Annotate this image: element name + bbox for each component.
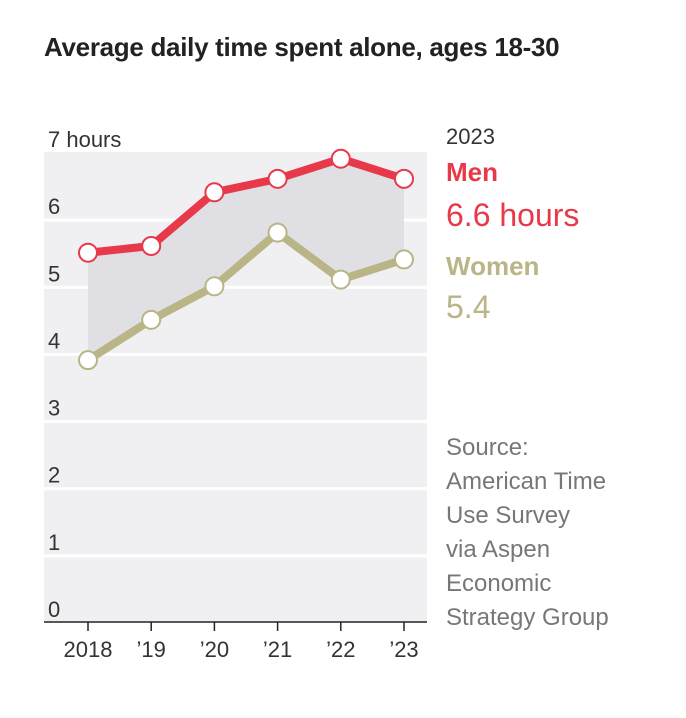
data-point-women <box>267 222 288 243</box>
x-tick-label: ’20 <box>200 637 229 662</box>
source-line: Strategy Group <box>446 604 609 631</box>
y-tick-label: 4 <box>48 328 60 353</box>
source-line: American Time <box>446 468 607 495</box>
source-line: via Aspen <box>446 536 551 563</box>
annotation-year: 2023 <box>446 124 495 149</box>
annotation-women-value: 5.4 <box>446 289 491 325</box>
source-line: Use Survey <box>446 502 571 529</box>
y-tick-label: 0 <box>48 597 60 622</box>
annotation-men-label: Men <box>446 157 498 187</box>
data-point-men <box>330 148 351 169</box>
series-points <box>78 148 414 371</box>
data-point-men <box>267 168 288 189</box>
data-point-women <box>394 249 414 270</box>
annotation-women-label: Women <box>446 251 540 281</box>
y-tick-label: 3 <box>48 396 60 421</box>
source-line: Source: <box>446 434 529 461</box>
y-axis-tick-labels: 0 1 2 3 4 5 6 7 hours <box>48 127 121 622</box>
x-tick-label: 2018 <box>64 637 113 662</box>
source-note: Source: American Time Use Survey via Asp… <box>446 431 656 635</box>
data-point-men <box>78 242 98 263</box>
data-point-women <box>330 269 351 290</box>
y-tick-label: 2 <box>48 463 60 488</box>
series-lines <box>84 154 408 365</box>
x-tick-label: ’23 <box>389 637 418 662</box>
data-point-women <box>204 276 225 297</box>
x-axis-ticks: 2018 ’19 ’20 ’21 ’22 ’23 <box>64 622 419 662</box>
annotation-men-value: 6.6 hours <box>446 197 580 233</box>
y-tick-label: 5 <box>48 261 60 286</box>
chart-title: Average daily time spent alone, ages 18-… <box>44 32 560 62</box>
x-tick-label: ’21 <box>263 637 292 662</box>
y-tick-label: 1 <box>48 530 60 555</box>
data-point-men <box>204 182 225 203</box>
x-tick-label: ’22 <box>326 637 355 662</box>
y-tick-label: 6 <box>48 194 60 219</box>
x-tick-label: ’19 <box>137 637 166 662</box>
source-line: Economic <box>446 570 552 597</box>
y-tick-label: 7 hours <box>48 127 121 152</box>
series-line-men <box>84 154 408 257</box>
data-point-men <box>394 168 414 189</box>
series-line-women <box>84 228 408 365</box>
data-point-women <box>141 309 162 330</box>
data-point-men <box>141 236 162 256</box>
data-point-women <box>78 350 98 371</box>
